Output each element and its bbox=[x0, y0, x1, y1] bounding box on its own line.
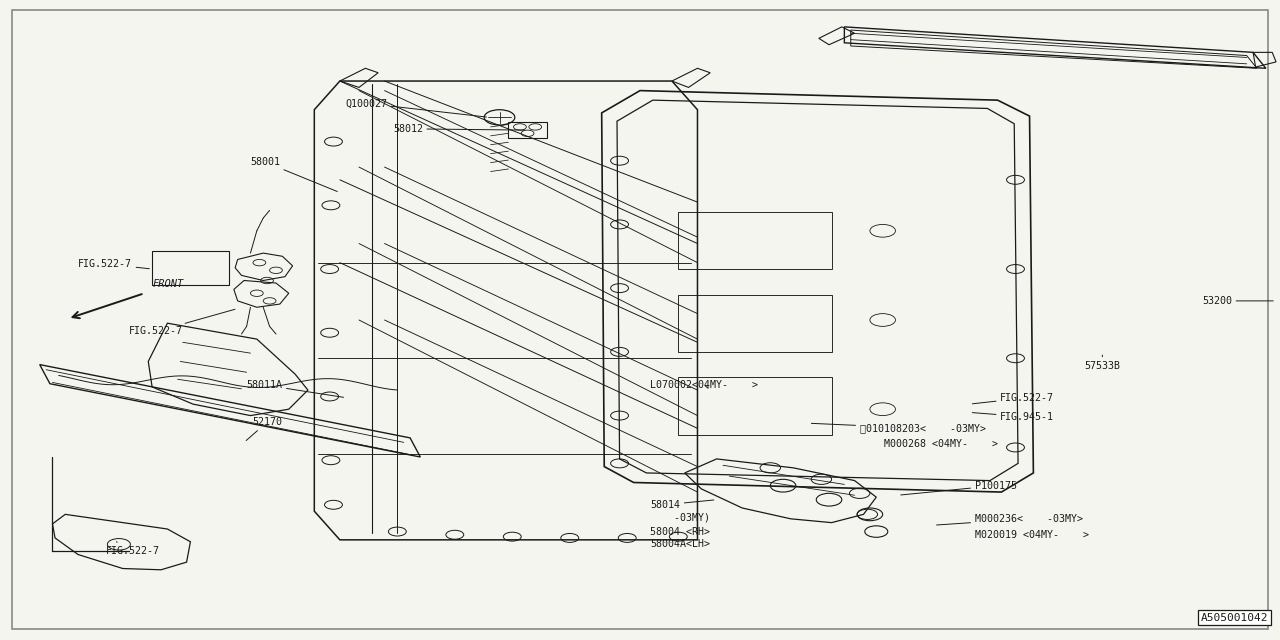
Text: 58001: 58001 bbox=[250, 157, 338, 191]
Text: M020019 <04MY-    >: M020019 <04MY- > bbox=[974, 531, 1088, 540]
Text: L070002<04MY-    >: L070002<04MY- > bbox=[650, 380, 758, 390]
Text: Ⓑ010108203<    -03MY>: Ⓑ010108203< -03MY> bbox=[812, 423, 986, 433]
Text: 58014: 58014 bbox=[650, 500, 714, 510]
Text: FIG.945-1: FIG.945-1 bbox=[973, 412, 1055, 422]
Text: 52170: 52170 bbox=[246, 417, 283, 440]
Text: 58004 <RH>: 58004 <RH> bbox=[650, 527, 710, 536]
Text: FIG.522-7: FIG.522-7 bbox=[973, 393, 1055, 404]
Text: FRONT: FRONT bbox=[152, 280, 183, 289]
Text: M000268 <04MY-    >: M000268 <04MY- > bbox=[860, 439, 997, 449]
Bar bbox=[678, 294, 832, 352]
Text: 57533B: 57533B bbox=[1084, 355, 1120, 371]
Text: 58004A<LH>: 58004A<LH> bbox=[650, 540, 710, 549]
Text: P100175: P100175 bbox=[901, 481, 1016, 495]
Text: 53200: 53200 bbox=[1202, 296, 1274, 306]
Bar bbox=[678, 378, 832, 435]
Bar bbox=[508, 122, 547, 138]
Text: FIG.522-7: FIG.522-7 bbox=[129, 309, 236, 337]
Text: Q100027: Q100027 bbox=[346, 99, 486, 117]
Text: FIG.522-7: FIG.522-7 bbox=[78, 259, 150, 269]
Bar bbox=[678, 212, 832, 269]
Text: FIG.522-7: FIG.522-7 bbox=[106, 541, 160, 556]
Text: A505001042: A505001042 bbox=[1201, 612, 1268, 623]
Text: 58012: 58012 bbox=[393, 124, 525, 134]
Text: 58011A: 58011A bbox=[246, 380, 343, 397]
Text: -03MY): -03MY) bbox=[650, 513, 710, 522]
Text: M000236<    -03MY>: M000236< -03MY> bbox=[937, 514, 1083, 525]
